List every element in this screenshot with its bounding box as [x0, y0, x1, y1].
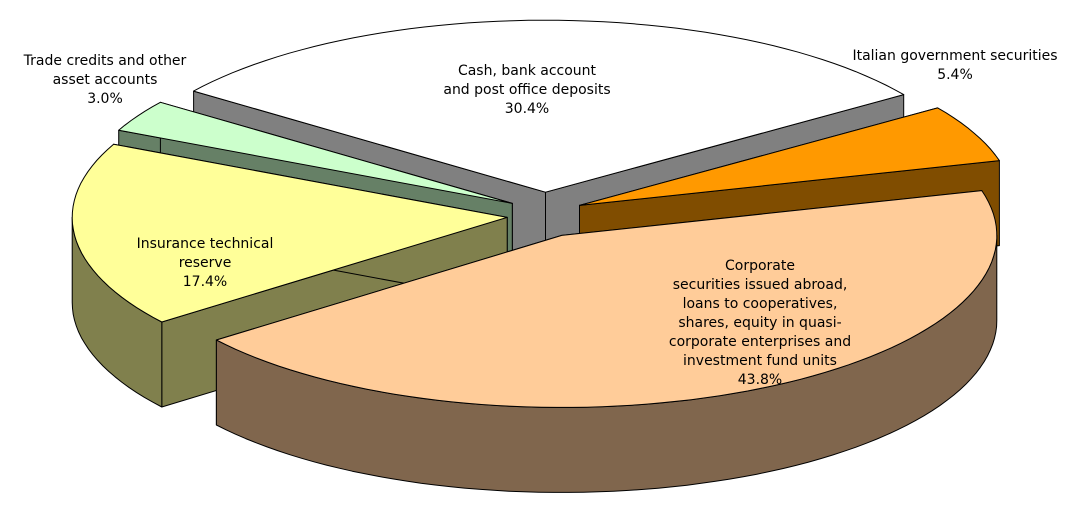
slice-label: Italian government securities: [852, 48, 1057, 64]
value-label: 30.4%: [505, 101, 549, 117]
label-line: reserve: [179, 255, 232, 271]
value-label: 5.4%: [937, 67, 973, 83]
slice-label: Insurance technical reserve: [137, 236, 274, 271]
label-line: Corporate: [725, 258, 795, 274]
label-line: Insurance technical: [137, 236, 274, 252]
slice-label: Corporate securities issued abroad, loans …: [669, 258, 851, 369]
slice: [215, 190, 998, 408]
value-label: 3.0%: [87, 91, 123, 107]
value-label: 17.4%: [183, 274, 227, 290]
slice: [71, 143, 508, 323]
label-line: and post office deposits: [443, 82, 610, 98]
label-line: loans to cooperatives,: [683, 296, 838, 312]
slice-label: Trade credits and other asset accounts: [23, 53, 187, 88]
slice: [118, 101, 513, 204]
label-line: securities issued abroad,: [673, 277, 848, 293]
label-line: asset accounts: [53, 72, 158, 88]
label-line: shares, equity in quasi-: [678, 315, 841, 331]
label-line: investment fund units: [683, 353, 837, 369]
slice: [193, 19, 905, 193]
label-line: Italian government securities: [852, 48, 1057, 64]
slice: [579, 107, 1000, 206]
slice-label: Cash, bank account and post office deposi…: [443, 63, 610, 98]
label-line: corporate enterprises and: [669, 334, 851, 350]
value-label: 43.8%: [738, 372, 782, 388]
label-line: Trade credits and other: [23, 53, 187, 69]
label-line: Cash, bank account: [458, 63, 597, 79]
